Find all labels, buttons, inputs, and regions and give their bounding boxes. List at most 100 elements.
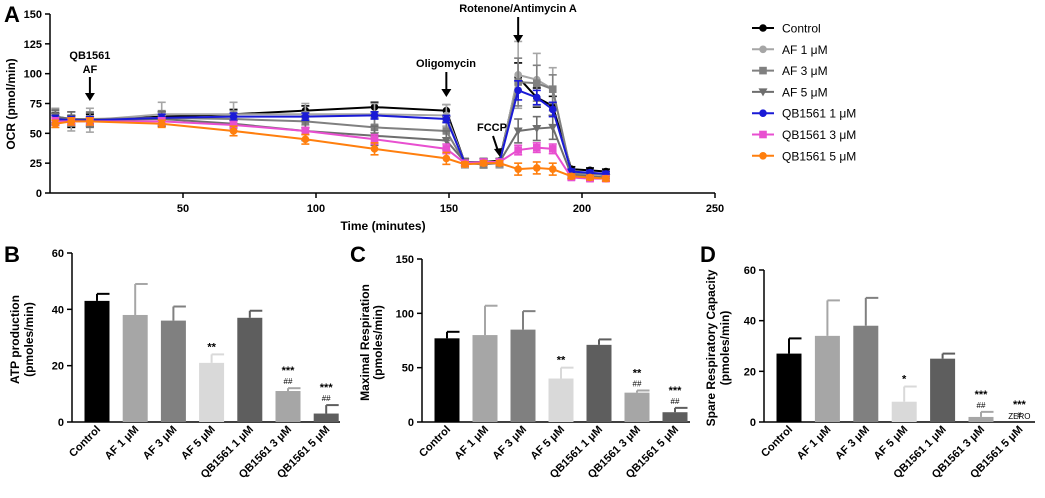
- bar: [122, 314, 148, 422]
- arrow-qb1561-head: [84, 93, 95, 101]
- panel-letter-c: C: [350, 242, 366, 267]
- significance-star: **: [557, 355, 566, 367]
- data-point: [229, 112, 238, 121]
- bar: [237, 317, 263, 422]
- legend-marker: [759, 45, 767, 54]
- legend-marker: [759, 152, 767, 160]
- x-tick-label-a: 100: [307, 203, 325, 215]
- bar: [624, 392, 650, 422]
- significance-star: ***: [282, 365, 296, 377]
- x-tick-label-a: 200: [573, 203, 591, 215]
- legend-label: AF 3 μM: [782, 64, 828, 78]
- y-tick-label-d: 40: [744, 316, 756, 328]
- y-tick-label-c: 100: [396, 308, 414, 320]
- bar: [662, 412, 688, 422]
- bar: [434, 338, 460, 422]
- series-line: [55, 80, 607, 177]
- y-tick-label-b: 60: [52, 248, 64, 260]
- bar: [313, 413, 339, 422]
- data-point: [495, 159, 504, 167]
- data-point: [442, 154, 451, 163]
- arrow-fccp-shaft: [492, 135, 499, 152]
- panel-letter-a: A: [4, 2, 20, 27]
- bar: [891, 401, 917, 422]
- data-point: [602, 174, 610, 183]
- data-point: [514, 86, 522, 95]
- category-label: AF 1 μM: [103, 424, 142, 463]
- annotation-af: AF: [83, 64, 98, 76]
- data-point: [548, 165, 557, 173]
- category-label: AF 3 μM: [833, 424, 872, 463]
- y-axis-title-a: OCR (pmol/min): [4, 58, 18, 149]
- significance-star: **: [207, 341, 216, 353]
- data-point: [567, 172, 576, 181]
- category-label: Control: [759, 424, 795, 460]
- category-label: AF 3 μM: [490, 424, 529, 463]
- data-point: [370, 111, 379, 120]
- x-tick-label-a: 150: [440, 203, 458, 215]
- annotation-oligomycin: Oligomycin: [416, 58, 476, 70]
- significance-hash: ##: [322, 394, 331, 403]
- data-point: [532, 143, 541, 152]
- bar: [548, 378, 574, 422]
- bar: [968, 416, 994, 422]
- category-label: AF 1 μM: [452, 424, 491, 463]
- bar: [776, 353, 802, 422]
- annotation-rotenone-antimycin: Rotenone/Antimycin A: [459, 3, 577, 15]
- y-tick-label-a: 50: [30, 128, 42, 140]
- bar: [510, 329, 536, 422]
- data-point: [532, 125, 542, 134]
- legend-marker: [759, 109, 767, 117]
- series-5-group: [51, 117, 610, 183]
- data-point: [442, 145, 451, 153]
- category-label: Control: [67, 424, 103, 460]
- data-point: [514, 146, 522, 154]
- y-tick-label-a: 125: [24, 39, 42, 51]
- significance-hash: ##: [633, 379, 642, 388]
- data-point: [548, 105, 557, 114]
- data-point: [479, 159, 488, 167]
- y-axis-unit-b: (pmoles/min): [22, 302, 36, 377]
- data-point: [51, 119, 60, 128]
- y-axis-title-d: Spare Respiratory Capacity: [704, 269, 718, 426]
- significance-hash: ##: [977, 401, 986, 410]
- y-tick-label-b: 20: [52, 361, 64, 373]
- series-line: [55, 73, 607, 177]
- data-point: [301, 112, 310, 121]
- category-label: AF 3 μM: [141, 424, 180, 463]
- bar: [814, 335, 840, 422]
- data-point: [548, 145, 557, 153]
- data-point: [157, 119, 166, 128]
- data-point: [301, 135, 310, 144]
- data-point: [86, 117, 94, 126]
- data-point: [441, 136, 451, 145]
- y-axis-unit-c: (pmoles/min): [371, 305, 385, 380]
- bar: [160, 320, 186, 422]
- y-axis-title-b: ATP production: [8, 295, 22, 384]
- y-tick-label-d: 60: [744, 265, 756, 277]
- legend-label: QB1561 5 μM: [782, 149, 856, 163]
- y-tick-label-d: 20: [744, 366, 756, 378]
- data-point: [532, 79, 541, 88]
- panel-letter-d: D: [700, 242, 716, 267]
- significance-hash: #: [1017, 411, 1022, 420]
- legend-marker: [759, 66, 767, 75]
- y-tick-label-c: 0: [408, 417, 414, 429]
- category-label: AF 5 μM: [179, 424, 218, 463]
- significance-star: ***: [320, 382, 334, 394]
- significance-star: ***: [669, 385, 683, 397]
- significance-hash: ##: [284, 377, 293, 386]
- annotation-qb1561: QB1561: [69, 50, 110, 62]
- category-label: AF 5 μM: [528, 424, 567, 463]
- legend-marker: [758, 88, 768, 97]
- data-point: [67, 117, 76, 126]
- bar: [472, 335, 498, 422]
- y-axis-unit-d: (pmoles/min): [718, 311, 732, 386]
- arrow-fccp-head: [494, 148, 502, 157]
- zero-label: ZERO: [1008, 412, 1030, 421]
- data-point: [301, 127, 310, 135]
- data-point: [229, 127, 238, 135]
- y-tick-label-a: 150: [24, 9, 42, 21]
- y-tick-label-a: 25: [30, 158, 42, 170]
- x-tick-label-a: 250: [706, 203, 724, 215]
